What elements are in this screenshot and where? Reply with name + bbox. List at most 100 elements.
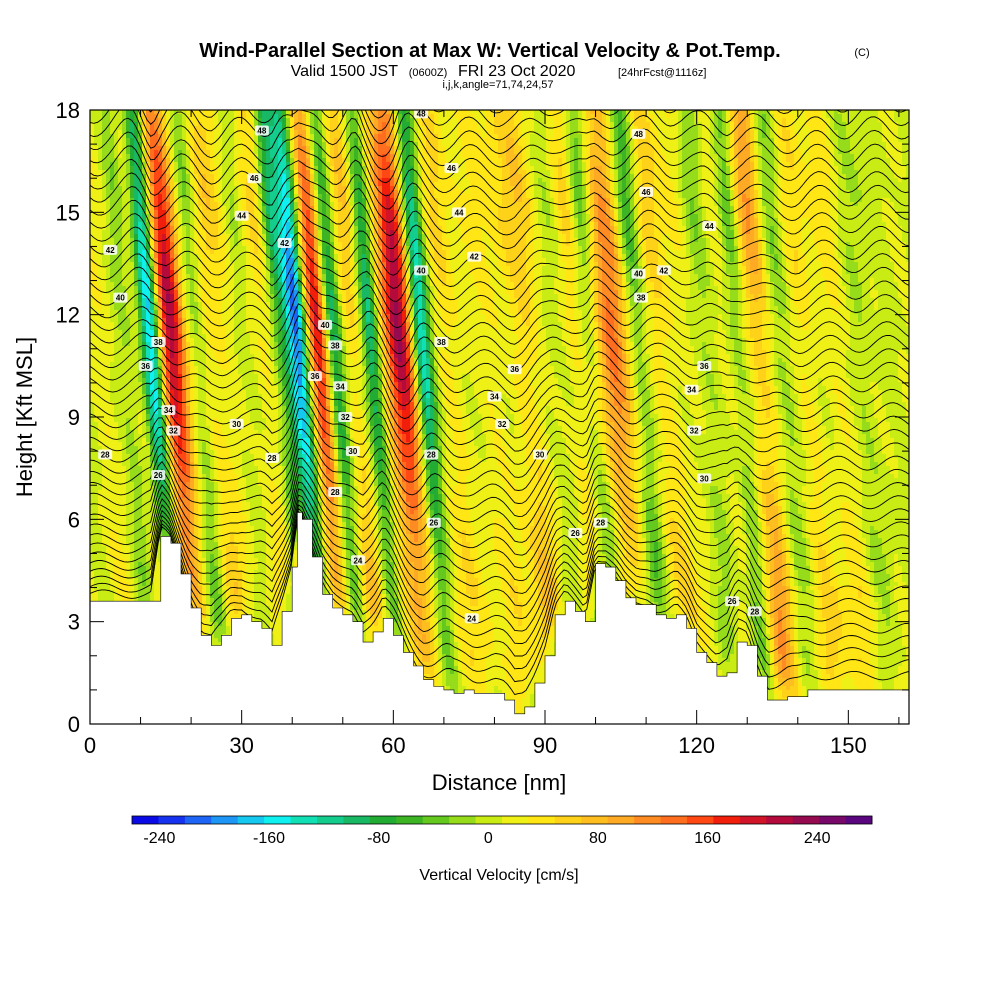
vv-cell [146,354,151,359]
vv-cell [126,262,131,267]
vv-cell [142,214,147,219]
vv-cell [106,366,111,371]
vv-cell [102,578,107,583]
vv-cell [190,526,195,531]
vv-cell [182,230,187,235]
vv-cell [174,250,179,255]
vv-cell [190,258,195,263]
vv-cell [94,146,99,151]
vv-cell [134,410,139,415]
vv-cell [178,366,183,371]
vv-cell [198,330,203,335]
vv-cell [106,486,111,491]
vv-cell [178,374,183,379]
vv-cell [122,418,127,423]
vv-cell [162,326,167,331]
vv-cell [206,438,211,443]
vv-cell [198,586,203,591]
vv-cell [106,510,111,515]
vv-cell [142,598,147,603]
vv-cell [154,458,159,463]
vv-cell [166,110,171,115]
vv-cell [166,522,171,527]
vv-cell [138,130,143,135]
vv-cell [202,242,207,247]
vv-cell [194,298,199,303]
vv-cell [166,494,171,499]
vv-cell [106,518,111,523]
vv-cell [106,502,111,507]
vv-cell [154,226,159,231]
vv-cell [170,378,175,383]
vv-cell [198,418,203,423]
vv-cell [218,274,223,279]
vv-cell [178,162,183,167]
copyright-mark: (C) [854,47,869,59]
vv-cell [218,158,223,163]
vv-cell [194,430,199,435]
vv-cell [154,466,159,471]
vv-cell [178,158,183,163]
vv-cell [94,594,99,599]
vv-cell [118,226,123,231]
vv-cell [150,230,155,235]
vv-cell [206,518,211,523]
vv-cell [114,178,119,183]
vv-cell [150,590,155,595]
vv-cell [94,526,99,531]
vv-cell [186,406,191,411]
vv-cell [90,302,95,307]
vv-cell [162,390,167,395]
vv-cell [106,438,111,443]
vv-cell [170,498,175,503]
vv-cell [146,490,151,495]
vv-cell [138,246,143,251]
vv-cell [138,286,143,291]
vv-cell [182,346,187,351]
vv-cell [118,146,123,151]
vv-cell [194,474,199,479]
vv-cell [102,426,107,431]
vv-cell [134,262,139,267]
vv-cell [190,422,195,427]
vv-cell [214,214,219,219]
vv-cell [210,170,215,175]
vv-cell [202,546,207,551]
vv-cell [162,306,167,311]
vv-cell [214,422,219,427]
vv-cell [138,274,143,279]
vv-cell [158,418,163,423]
vv-cell [106,134,111,139]
vv-cell [198,478,203,483]
vv-cell [90,418,95,423]
vv-cell [146,126,151,131]
vv-cell [158,554,163,559]
vv-cell [122,114,127,119]
vv-cell [198,550,203,555]
vv-cell [190,254,195,259]
vv-cell [178,330,183,335]
vv-cell [122,518,127,523]
vv-cell [198,342,203,347]
vv-cell [158,334,163,339]
vv-cell [90,158,95,163]
vv-cell [126,202,131,207]
vv-cell [210,238,215,243]
vv-cell [162,518,167,523]
vv-cell [178,258,183,263]
vv-cell [202,474,207,479]
vv-cell [202,378,207,383]
vv-cell [114,194,119,199]
vv-cell [166,446,171,451]
vv-cell [158,238,163,243]
vv-cell [218,326,223,331]
vv-cell [218,170,223,175]
vv-cell [130,494,135,499]
vv-cell [102,362,107,367]
vv-cell [98,294,103,299]
vv-cell [94,198,99,203]
vv-cell [106,114,111,119]
vv-cell [90,178,95,183]
vv-cell [166,438,171,443]
vv-cell [210,214,215,219]
